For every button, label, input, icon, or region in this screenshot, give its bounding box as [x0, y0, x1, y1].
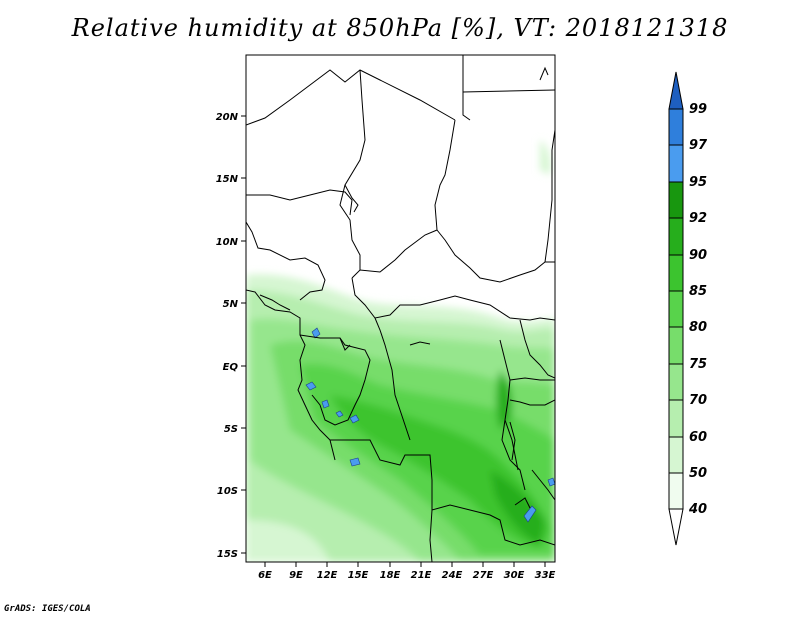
colorbar-box-80-85 — [668, 290, 684, 328]
colorbar-label-80: 80 — [689, 320, 707, 335]
lon-label-9e: 9E — [289, 570, 303, 581]
colorbar-box-75-80 — [668, 326, 684, 365]
longitude-axis — [264, 562, 546, 567]
colorbar-box-95-97 — [668, 144, 684, 183]
lon-label-27e: 27E — [473, 570, 494, 581]
colorbar-low-arrow — [668, 508, 684, 546]
colorbar-label-40: 40 — [688, 502, 707, 517]
country-borders — [246, 55, 555, 562]
colorbar-box-90-92 — [668, 217, 684, 256]
lon-label-21e: 21E — [411, 570, 432, 581]
colorbar-box-40-50 — [668, 472, 684, 510]
lon-label-30e: 30E — [504, 570, 525, 581]
colorbar-label-95: 95 — [689, 175, 707, 190]
colorbar-label-92: 92 — [689, 211, 707, 226]
colorbar-box-92-95 — [668, 181, 684, 219]
colorbar-label-85: 85 — [689, 284, 707, 299]
colorbar-label-60: 60 — [689, 430, 707, 445]
lon-label-18e: 18E — [380, 570, 401, 581]
lon-label-12e: 12E — [317, 570, 338, 581]
colorbar-label-90: 90 — [689, 248, 707, 263]
colorbar-label-99: 99 — [689, 102, 707, 117]
colorbar-box-85-90 — [668, 254, 684, 292]
lat-label-20n: 20N — [216, 112, 239, 123]
lon-label-33e: 33E — [535, 570, 556, 581]
grads-credit: GrADS: IGES/COLA — [4, 604, 91, 614]
latitude-axis — [241, 115, 246, 554]
map-frame — [245, 54, 556, 563]
colorbar-box-50-60 — [668, 436, 684, 474]
colorbar-label-50: 50 — [689, 466, 707, 481]
humidity-field — [246, 140, 555, 562]
colorbar-box-70-75 — [668, 363, 684, 401]
lat-label-eq: EQ — [223, 362, 239, 373]
colorbar-box-60-70 — [668, 399, 684, 438]
colorbar-box-97-99 — [668, 108, 684, 146]
lat-label-15n: 15N — [216, 174, 239, 185]
map-title: Relative humidity at 850hPa [%], VT: 201… — [71, 14, 729, 42]
lon-label-24e: 24E — [442, 570, 463, 581]
lat-label-10s: 10S — [217, 486, 238, 497]
colorbar-label-97: 97 — [689, 138, 708, 153]
colorbar-label-75: 75 — [689, 357, 707, 372]
colorbar-high-arrow — [668, 71, 684, 110]
lat-label-5s: 5S — [224, 424, 238, 435]
lat-label-15s: 15S — [217, 549, 238, 560]
lon-label-15e: 15E — [348, 570, 369, 581]
colorbar — [668, 71, 684, 546]
lat-label-5n: 5N — [223, 299, 239, 310]
lat-label-10n: 10N — [216, 237, 239, 248]
colorbar-label-70: 70 — [689, 393, 707, 408]
lon-label-6e: 6E — [258, 570, 272, 581]
